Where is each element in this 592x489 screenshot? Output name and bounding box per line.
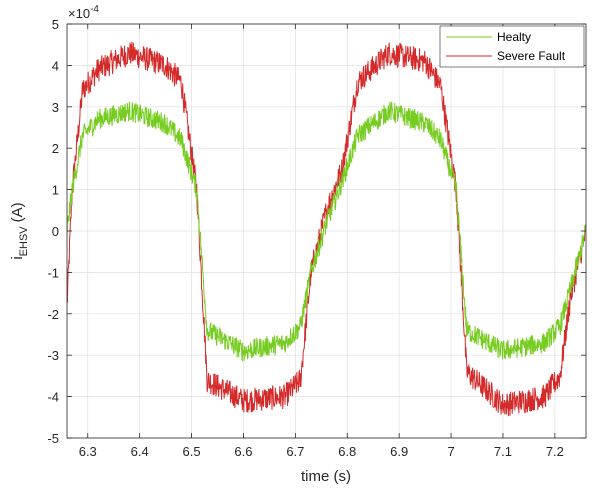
x-tick-label: 6.4 (131, 444, 149, 459)
y-tick-label: -3 (47, 348, 59, 363)
x-tick-label: 6.3 (79, 444, 97, 459)
x-axis-label: time (s) (301, 468, 351, 485)
y-tick-label: -2 (47, 307, 59, 322)
x-tick-label: 7.2 (546, 444, 564, 459)
y-tick-label: 5 (52, 17, 59, 32)
x-tick-label: 6.5 (183, 444, 201, 459)
legend-label-healty: Healty (497, 30, 531, 44)
y-tick-label: 1 (52, 183, 59, 198)
exponent-base: ×10 (68, 6, 90, 21)
y-axis-label: iEHSV(A) (9, 202, 30, 259)
legend: Healty Severe Fault (440, 26, 584, 67)
x-tick-labels: 6.3 6.4 6.5 6.6 6.7 6.8 6.9 7 7.1 7.2 (79, 444, 564, 459)
y-axis-label-unit: (A) (9, 202, 26, 222)
y-tick-label: 3 (52, 100, 59, 115)
y-tick-labels: -5 -4 -3 -2 -1 0 1 2 3 4 5 (47, 17, 59, 446)
x-tick-label: 6.7 (286, 444, 304, 459)
y-tick-label: 4 (52, 58, 59, 73)
y-tick-label: -4 (47, 390, 59, 405)
exponent-power: -4 (90, 4, 99, 15)
y-tick-label: 2 (52, 141, 59, 156)
x-tick-label: 7.1 (494, 444, 512, 459)
x-tick-label: 6.8 (338, 444, 356, 459)
x-tick-label: 6.6 (234, 444, 252, 459)
y-axis-label-subscript: EHSV (18, 226, 30, 257)
y-tick-label: 0 (52, 224, 59, 239)
legend-label-severe-fault: Severe Fault (497, 49, 566, 63)
y-tick-label: -1 (47, 265, 59, 280)
exponent-label: ×10-4 (68, 4, 99, 21)
x-tick-label: 7 (447, 444, 454, 459)
y-tick-label: -5 (47, 431, 59, 446)
x-tick-label: 6.9 (390, 444, 408, 459)
